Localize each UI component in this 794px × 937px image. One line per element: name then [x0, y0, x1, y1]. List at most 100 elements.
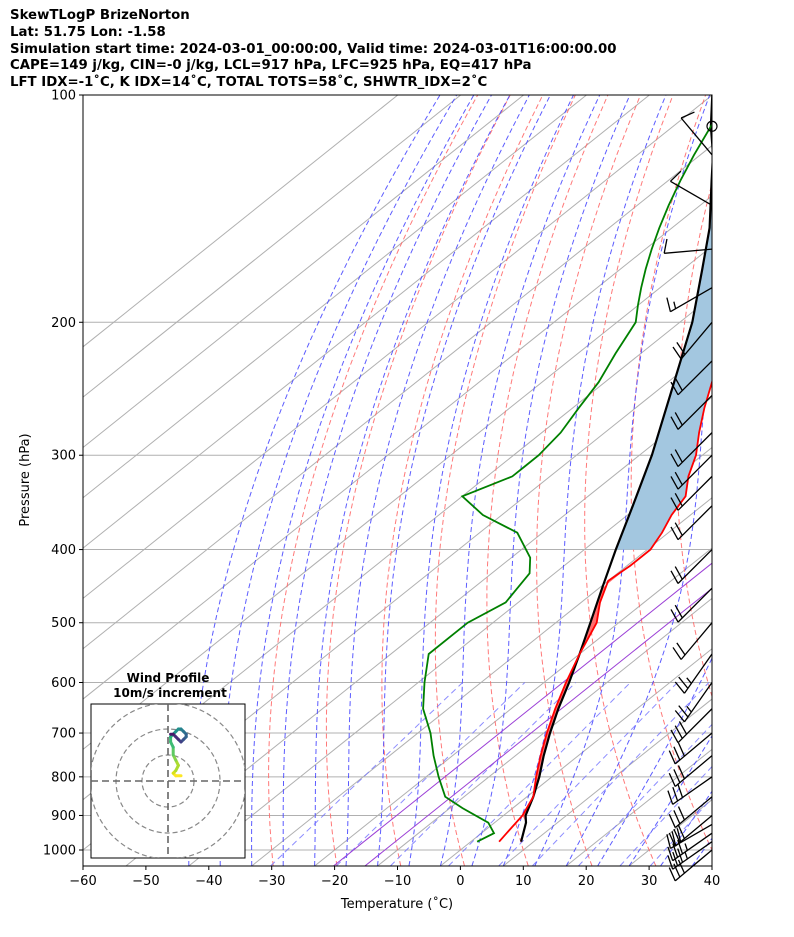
moist-adiabat-line — [660, 790, 712, 866]
barb-flag — [668, 814, 676, 828]
isotherm-line — [502, 698, 712, 866]
barb-staff — [670, 287, 713, 313]
dry-adiabat-line — [762, 95, 794, 866]
isotherm-line — [377, 597, 712, 866]
barb-flag — [677, 783, 684, 798]
barb-staff — [677, 432, 713, 468]
parcel-line — [520, 95, 712, 842]
wind-barb — [667, 776, 713, 805]
wind-barb — [672, 321, 713, 360]
barb-staff — [680, 117, 713, 156]
x-tick-label: 0 — [456, 874, 464, 889]
barb-staff — [677, 454, 713, 490]
moist-adiabat-line — [282, 95, 492, 866]
dgz-line — [364, 587, 712, 866]
mixing-ratio-line — [448, 682, 631, 866]
barb-flag — [674, 522, 683, 536]
x-tick-label: −20 — [321, 874, 348, 889]
moist-adiabat-line — [724, 95, 794, 866]
barb-flag — [670, 497, 679, 511]
barb-flag — [674, 493, 683, 507]
y-tick-label: 500 — [51, 616, 76, 631]
barb-flag — [674, 377, 683, 391]
barb-flag — [676, 342, 686, 355]
y-tick-label: 600 — [51, 676, 76, 691]
wind-barb — [670, 360, 713, 396]
barb-staff — [672, 832, 713, 862]
y-tick-label: 700 — [51, 727, 76, 742]
x-tick-label: 40 — [704, 874, 721, 889]
barb-flag — [666, 834, 672, 849]
dry-adiabat-line — [584, 95, 674, 866]
y-tick-label: 400 — [51, 543, 76, 558]
wind-barb — [668, 814, 713, 847]
dry-adiabat-line — [268, 95, 479, 866]
dry-adiabat-line — [720, 95, 794, 866]
mixing-ratio-line — [390, 682, 577, 866]
wind-barb — [668, 796, 713, 829]
barb-flag — [674, 412, 683, 426]
x-tick-label: −10 — [384, 874, 411, 889]
barb-staff — [680, 622, 713, 660]
barb-flag — [672, 843, 679, 858]
dry-adiabat-line — [325, 95, 511, 866]
isotherm-line — [83, 95, 524, 449]
wind-barb — [670, 432, 713, 468]
barb-flag — [673, 828, 681, 843]
barb-flag — [677, 839, 684, 855]
barb-flag — [674, 566, 683, 580]
wind-barb — [674, 682, 713, 723]
barb-flag — [670, 416, 679, 430]
isotherm-line — [83, 95, 462, 398]
barb-flag — [670, 526, 679, 541]
mixing-ratio-line — [619, 765, 712, 866]
y-axis-label: Pressure (hPa) — [18, 433, 33, 526]
moist-adiabat-line — [502, 95, 667, 866]
barb-flag — [668, 832, 676, 847]
barb-staff — [677, 394, 713, 430]
x-tick-label: −40 — [195, 874, 222, 889]
barb-flag — [674, 725, 683, 739]
barb-staff — [680, 321, 713, 360]
barb-flag — [667, 855, 674, 870]
isotherm-line — [251, 497, 712, 866]
x-tick-label: −60 — [69, 874, 96, 889]
barb-staff — [677, 708, 713, 744]
cape-cin-fills — [522, 101, 712, 823]
moist-adiabat-line — [188, 95, 441, 866]
barb-staff — [677, 505, 713, 541]
axis-ticks: −60 −50 −40 −30 −20 −10 0 10 20 30 40 100 200 300 400 5… — [43, 89, 720, 890]
barb-staff — [677, 587, 713, 623]
barb-staff — [677, 549, 713, 584]
moist-adiabat-line — [439, 95, 601, 866]
barb-flag — [670, 729, 679, 744]
barb-flag — [673, 769, 681, 783]
moist-adiabat-line — [219, 95, 458, 866]
barb-flag — [671, 831, 677, 846]
barb-flag — [674, 681, 685, 694]
mixing-ratio-line — [649, 797, 712, 866]
wind-barb — [670, 475, 713, 511]
index-line: LFT IDX=-1˚C, K IDX=14˚C, TOTAL TOTS=58˚… — [10, 75, 488, 91]
wind-barb — [670, 708, 713, 744]
barb-flag — [663, 238, 668, 254]
barb-flag — [678, 676, 689, 689]
barb-flag — [669, 170, 682, 182]
dry-adiabat-line — [434, 95, 576, 866]
barb-half — [686, 677, 692, 684]
wind-barb — [670, 505, 713, 541]
y-tick-label: 800 — [51, 770, 76, 785]
barb-flag — [677, 742, 686, 757]
wind-barb — [674, 653, 713, 694]
barb-staff — [674, 796, 713, 829]
barb-flag — [674, 471, 683, 486]
wind-barb — [663, 238, 713, 254]
barb-flag — [680, 111, 695, 119]
isotherm-line — [83, 144, 712, 650]
barb-half — [673, 301, 677, 309]
barb-flag — [672, 786, 679, 802]
mixing-ratio-line — [498, 682, 678, 866]
barb-flag — [667, 846, 674, 861]
barb-flag — [667, 790, 674, 805]
